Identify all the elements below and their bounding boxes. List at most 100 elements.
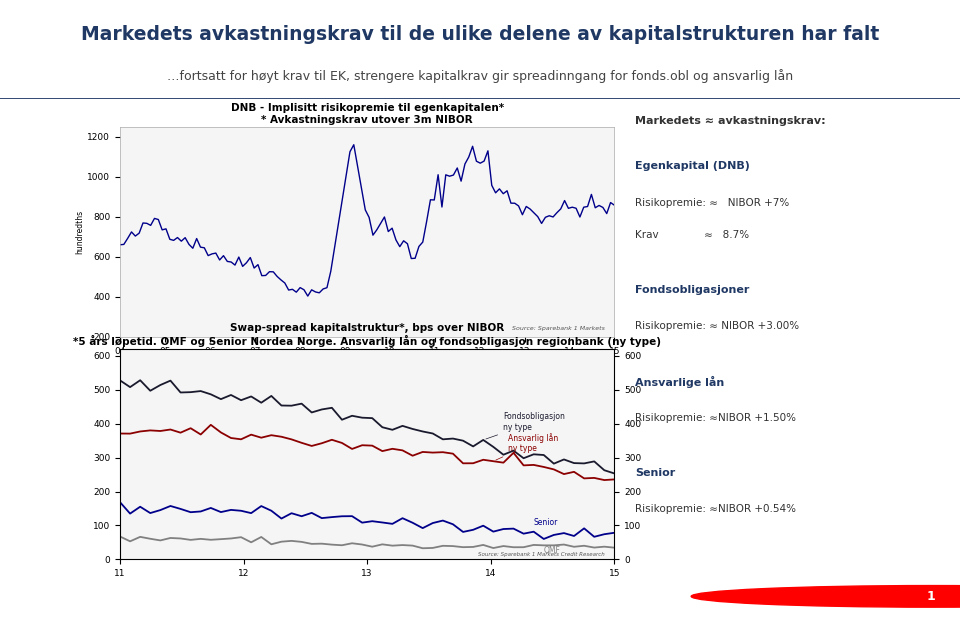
- OMF: [185, 536, 197, 544]
- Fondsobligasjon
ny type: [497, 451, 509, 459]
- Y-axis label: hundredths: hundredths: [76, 210, 84, 254]
- Text: 17/11/2014: 17/11/2014: [444, 590, 516, 603]
- Ansvarlig lån
ny type: [468, 460, 479, 467]
- Senior: [246, 509, 257, 517]
- Fondsobligasjon
ny type: [558, 455, 569, 463]
- Fondsobligasjon
ny type: [235, 397, 247, 404]
- Senior: [134, 503, 146, 510]
- Fondsobligasjon
ny type: [296, 400, 307, 407]
- Senior: [477, 522, 489, 530]
- Ansvarlig lån
ny type: [276, 433, 287, 441]
- Senior: [235, 507, 247, 514]
- OMF: [588, 544, 600, 551]
- OMF: [276, 538, 287, 546]
- Fondsobligasjon
ny type: [427, 430, 439, 437]
- Ansvarlig lån
ny type: [134, 428, 146, 435]
- Ansvarlig lån
ny type: [488, 457, 499, 465]
- Title: Swap-spread kapitalstruktur*, bps over NIBOR
*5 års løpetid. OMF og Senior Norde: Swap-spread kapitalstruktur*, bps over N…: [73, 323, 661, 347]
- Senior: [255, 502, 267, 510]
- Text: OMF: OMF: [39, 517, 71, 530]
- OMF: [488, 544, 499, 552]
- Senior: [508, 525, 519, 532]
- Senior: [538, 535, 549, 543]
- Fondsobligasjon
ny type: [246, 393, 257, 400]
- Fondsobligasjon
ny type: [165, 377, 177, 384]
- Fondsobligasjon
ny type: [326, 404, 338, 412]
- Ansvarlig lån
ny type: [548, 466, 560, 473]
- Text: …fortsatt for høyt krav til EK, strengere kapitalkrav gir spreadinngang for fond: …fortsatt for høyt krav til EK, strenger…: [167, 69, 793, 83]
- Ansvarlig lån
ny type: [376, 447, 388, 455]
- Fondsobligasjon
ny type: [255, 399, 267, 407]
- Text: Risikopremie: ≈NIBOR +1.50%: Risikopremie: ≈NIBOR +1.50%: [636, 413, 797, 423]
- OMF: [175, 535, 186, 542]
- Text: Source: Sparebank 1 Markets Credit Research: Source: Sparebank 1 Markets Credit Resea…: [478, 552, 605, 557]
- Text: Fondsobligasjoner: Fondsobligasjoner: [636, 285, 750, 295]
- Ansvarlig lån
ny type: [407, 452, 419, 459]
- Fondsobligasjon
ny type: [185, 389, 197, 396]
- Fondsobligasjon
ny type: [538, 451, 549, 459]
- Ansvarlig lån
ny type: [155, 427, 166, 434]
- OMF: [367, 543, 378, 551]
- Ansvarlig lån
ny type: [387, 445, 398, 452]
- OMF: [134, 533, 146, 541]
- Senior: [417, 525, 428, 532]
- Ansvarlig lån
ny type: [145, 426, 156, 434]
- Text: Risikopremie: ≈NIBOR +0.54%: Risikopremie: ≈NIBOR +0.54%: [636, 504, 797, 514]
- Senior: [427, 519, 439, 527]
- Senior: [488, 528, 499, 535]
- Senior: [326, 514, 338, 521]
- OMF: [517, 543, 529, 551]
- OMF: [205, 536, 217, 543]
- Senior: [457, 528, 468, 536]
- Text: Risikopremie: ≈ NIBOR +3.00%: Risikopremie: ≈ NIBOR +3.00%: [636, 321, 800, 331]
- Text: OMF: OMF: [543, 546, 561, 556]
- Fondsobligasjon
ny type: [407, 425, 419, 433]
- Fondsobligasjon
ny type: [356, 414, 368, 421]
- Senior: [396, 514, 408, 522]
- OMF: [387, 542, 398, 549]
- Ansvarlig lån
ny type: [598, 476, 610, 484]
- OMF: [598, 543, 610, 551]
- Ansvarlig lån
ny type: [296, 439, 307, 447]
- Senior: [517, 530, 529, 538]
- OMF: [558, 541, 569, 548]
- Senior: [376, 519, 388, 526]
- Ansvarlig lån
ny type: [255, 434, 267, 441]
- Senior: [125, 510, 136, 517]
- OMF: [447, 543, 459, 550]
- Senior: [387, 520, 398, 528]
- OMF: [155, 536, 166, 544]
- Ansvarlig lån
ny type: [457, 460, 468, 467]
- Ansvarlig lån
ny type: [125, 430, 136, 438]
- Fondsobligasjon
ny type: [175, 389, 186, 396]
- Fondsobligasjon
ny type: [336, 416, 348, 423]
- Ansvarlig lån
ny type: [447, 450, 459, 457]
- OMF: [437, 542, 448, 549]
- OMF: [376, 541, 388, 548]
- OMF: [316, 540, 327, 548]
- Ansvarlig lån
ny type: [246, 431, 257, 438]
- Fondsobligasjon
ny type: [609, 470, 620, 477]
- Fondsobligasjon
ny type: [367, 415, 378, 422]
- Fondsobligasjon
ny type: [468, 442, 479, 450]
- Fondsobligasjon
ny type: [286, 402, 298, 409]
- Senior: [266, 507, 277, 514]
- Text: Source: Sparebank 1 Markets: Source: Sparebank 1 Markets: [512, 326, 605, 331]
- Ansvarlig lån
ny type: [497, 459, 509, 467]
- Text: Senior: Senior: [636, 468, 676, 478]
- OMF: [226, 535, 237, 542]
- Senior: [145, 509, 156, 517]
- Fondsobligasjon
ny type: [215, 396, 227, 403]
- Fondsobligasjon
ny type: [457, 437, 468, 444]
- Text: 5: 5: [29, 590, 38, 603]
- OMF: [528, 541, 540, 549]
- Senior: [316, 514, 327, 522]
- Senior: [447, 520, 459, 528]
- Fondsobligasjon
ny type: [488, 443, 499, 451]
- OMF: [266, 541, 277, 548]
- Ansvarlig lån
ny type: [609, 476, 620, 483]
- Fondsobligasjon
ny type: [134, 376, 146, 384]
- OMF: [538, 541, 549, 549]
- Fondsobligasjon
ny type: [548, 460, 560, 467]
- OMF: [246, 539, 257, 546]
